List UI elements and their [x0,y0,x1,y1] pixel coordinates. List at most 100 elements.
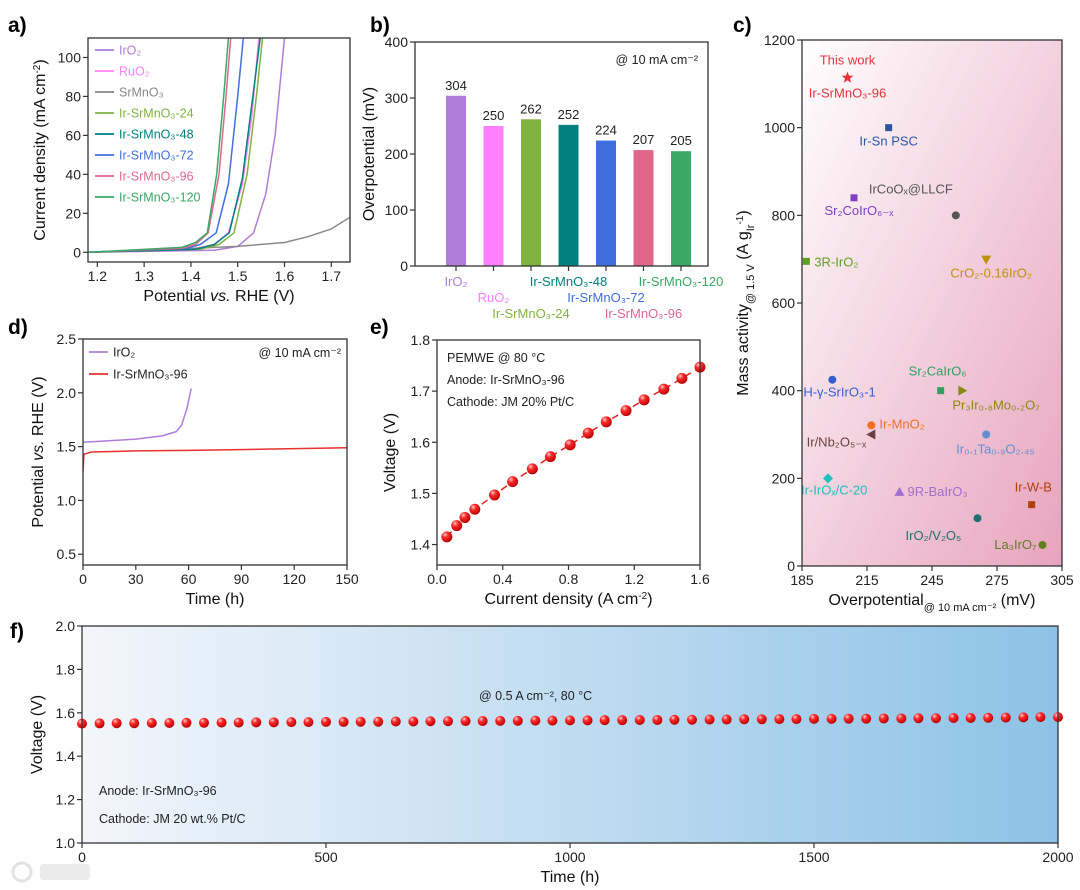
square-marker [885,124,893,132]
label-part: ) [735,210,752,215]
x-tick-label: 215 [855,572,879,588]
series-line [88,38,286,254]
series-line [88,38,261,254]
data-point [526,463,538,475]
x-tick-label: 245 [920,572,944,588]
data-point [181,717,192,728]
data-point [565,715,575,726]
data-point [495,715,506,726]
y-tick-label: 1.2 [56,792,76,808]
point-label: Ir-W-B [1015,480,1052,495]
point-label: Ir₀.₁Ta₀.₉O₂.₄₅ [956,442,1035,457]
triangle-marker [981,255,992,265]
point-label: 3R-IrO₂ [814,254,858,269]
circle-marker [973,514,982,523]
y-tick-label: 0 [400,258,408,274]
data-point [408,716,419,727]
data-point [489,489,501,501]
label-part: Potential [143,288,210,305]
x-tick-label: 0 [78,849,86,865]
data-point [425,716,436,727]
label-part: Overpotential [829,592,924,609]
data-point [896,713,907,724]
plot-area [88,38,350,254]
panel-label: f) [10,620,24,643]
data-point [774,714,785,725]
annotation: PEMWE @ 80 °C [447,351,545,365]
legend-label: Ir-SrMnO₃-48 [119,128,194,142]
y-axis-title: Voltage (V) [29,695,46,774]
series-line [88,38,232,254]
panel-label: c) [733,14,752,37]
data-point [477,716,488,727]
triangle-marker [958,385,968,396]
circle-marker [951,211,960,220]
data-point [599,715,610,726]
data-point [843,713,854,724]
data-point [676,372,688,384]
y-tick-label: 400 [772,383,796,399]
y-tick-label: 1.0 [57,492,77,508]
triangle-marker [866,429,876,440]
data-point [469,503,481,515]
point-label: 9R-BaIrO₃ [908,484,968,499]
y-tick-label: 1200 [764,32,795,48]
y-tick-label: 600 [772,295,796,311]
label-part: -2 [638,591,647,602]
label-part: (A g [735,231,752,264]
y-tick-label: 800 [772,207,796,223]
data-point [146,717,157,728]
data-point [544,451,556,463]
label-part: -1 [735,215,746,224]
bar [446,95,466,266]
point-sublabel: Ir-SrMnO₃-96 [809,86,887,101]
series-line [88,38,230,254]
bar [633,150,654,266]
y-tick-label: 2.0 [57,385,77,401]
y-tick-label: 0 [73,244,81,260]
y-tick-label: 80 [65,88,81,104]
label-part: @ 1.5 V [745,264,757,305]
data-point [826,713,837,724]
square-marker [937,387,945,395]
y-tick-label: 1.6 [56,705,76,721]
y-tick-label: 100 [385,202,409,218]
square-marker [802,257,810,265]
x-tick-label: 1.2 [625,571,645,587]
data-point [1018,712,1029,723]
series-line [83,446,347,472]
x-tick-label: 1.3 [134,268,154,284]
plot-frame [801,39,1063,567]
label-part: vs. [30,440,47,460]
panel-a: a) 0 20 40 60 80 100 1.2 1.3 1.4 1.5 1.6 1.7 Potentia… [8,14,351,305]
y-tick-label: 0 [787,558,795,574]
panel-d: d) 0.5 1.0 1.5 2.0 2.5 0 30 60 90 120 150 Time (h) Po… [8,316,359,608]
y-axis-title: Current density (mA cm-2) [32,59,50,240]
point-label: This work [820,53,876,68]
label-part: Voltage (V) [382,413,399,492]
point-label: Pr₃Ir₀.₈Mo₀.₂O₇ [952,398,1040,413]
y-tick-label: 1000 [764,120,795,136]
data-point [390,716,401,727]
bar-value-label: 224 [595,123,617,138]
category-label: RuO₂ [478,290,510,305]
x-tick-label: 500 [314,849,338,865]
diamond-marker [823,473,833,484]
data-point [739,714,750,725]
label-part: Voltage (V) [29,695,46,774]
x-tick-label: 0 [79,571,87,587]
data-point [441,531,453,543]
label-part: ) [32,59,49,64]
plot-area [83,388,347,472]
label-part: Ir [745,224,757,231]
x-tick-label: 1.6 [690,571,710,587]
y-tick-label: 2.0 [56,618,76,634]
point-label: Ir-Sn PSC [859,134,918,149]
x-tick-label: 1.5 [228,268,248,284]
bar-value-label: 207 [633,132,655,147]
label-part: Potential [30,461,47,528]
data-point [687,714,697,725]
data-point [638,394,650,406]
square-marker [1028,501,1036,509]
x-tick-label: 1.2 [88,268,108,284]
